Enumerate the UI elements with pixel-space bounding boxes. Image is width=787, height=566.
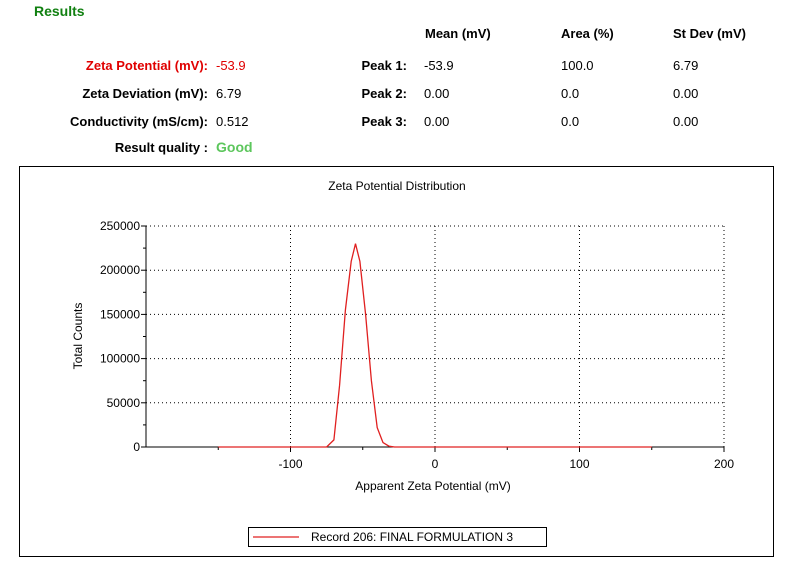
- area-column-header: Area (%): [561, 26, 614, 41]
- peak-3-stdev: 0.00: [673, 114, 699, 129]
- conductivity-label: Conductivity (mS/cm):: [70, 114, 208, 129]
- peak-2-area: 0.0: [561, 86, 580, 101]
- peak-3-area: 0.0: [561, 114, 580, 129]
- y-tick-label: 250000: [100, 219, 140, 233]
- peak-1-area: 100.0: [561, 58, 594, 73]
- peak-2-mean: 0.00: [424, 86, 450, 101]
- series-line-1: [218, 243, 652, 448]
- conductivity-value: 0.512: [216, 114, 249, 129]
- y-tick-label: 50000: [107, 396, 141, 410]
- x-axis-label: Apparent Zeta Potential (mV): [355, 479, 510, 493]
- zeta-potential-value: -53.9: [216, 58, 246, 73]
- x-tick-label: -100: [278, 457, 302, 471]
- x-tick-label: 100: [569, 457, 589, 471]
- y-axis-label: Total Counts: [71, 303, 85, 370]
- y-tick-label: 200000: [100, 263, 140, 277]
- legend-label: Record 206: FINAL FORMULATION 3: [311, 530, 514, 544]
- zeta-deviation-value: 6.79: [216, 86, 242, 101]
- zeta-potential-label: Zeta Potential (mV):: [85, 58, 208, 73]
- results-title: Results: [34, 3, 85, 19]
- chart-panel: [19, 166, 774, 557]
- y-tick-label: 100000: [100, 352, 140, 366]
- peak-1-label: Peak 1:: [361, 58, 407, 73]
- result-quality-value: Good: [216, 139, 253, 155]
- chart-title: Zeta Potential Distribution: [328, 179, 465, 193]
- y-tick-label: 150000: [100, 307, 140, 321]
- chart-legend: Record 206: FINAL FORMULATION 3: [248, 527, 547, 547]
- result-quality-label: Result quality :: [114, 140, 208, 155]
- peak-3-label: Peak 3:: [361, 114, 407, 129]
- peak-1-stdev: 6.79: [673, 58, 699, 73]
- mean-column-header: Mean (mV): [425, 26, 491, 41]
- peak-2-label: Peak 2:: [361, 86, 407, 101]
- peak-1-mean: -53.9: [424, 58, 454, 73]
- peak-2-stdev: 0.00: [673, 86, 699, 101]
- y-tick-label: 0: [133, 440, 140, 454]
- x-tick-label: 0: [432, 457, 439, 471]
- stdev-column-header: St Dev (mV): [673, 26, 746, 41]
- zeta-deviation-label: Zeta Deviation (mV):: [82, 86, 208, 101]
- peak-3-mean: 0.00: [424, 114, 450, 129]
- x-tick-label: 200: [714, 457, 734, 471]
